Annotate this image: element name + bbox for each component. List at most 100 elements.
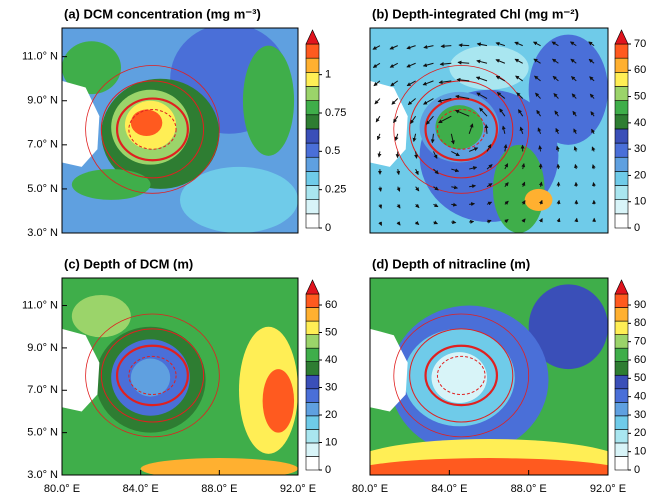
y-tick-label: 7.0° N bbox=[27, 139, 58, 151]
current-vector bbox=[496, 92, 506, 99]
current-vector bbox=[396, 204, 401, 209]
current-vector bbox=[504, 163, 509, 170]
field-patch bbox=[130, 109, 163, 137]
colorbar-bin bbox=[305, 293, 320, 308]
colorbar-bin bbox=[305, 320, 320, 335]
current-vector bbox=[553, 93, 559, 99]
eddy-contour bbox=[100, 328, 205, 423]
eddy-contour bbox=[128, 109, 177, 150]
colorbar-bin bbox=[614, 456, 629, 471]
current-vector bbox=[457, 60, 470, 65]
current-vector bbox=[538, 145, 543, 152]
y-tick-label: 9.0° N bbox=[27, 95, 58, 107]
current-vector bbox=[556, 199, 561, 205]
current-vector bbox=[556, 217, 561, 223]
current-vector bbox=[433, 203, 439, 208]
current-vector bbox=[590, 111, 595, 117]
colorbar-bin bbox=[305, 307, 320, 322]
current-vector bbox=[503, 143, 508, 152]
current-vector bbox=[393, 115, 399, 124]
colorbar-bin bbox=[614, 43, 629, 59]
colorbar-bin bbox=[614, 100, 629, 116]
current-vector bbox=[537, 127, 542, 134]
current-vector bbox=[414, 168, 419, 176]
current-vector bbox=[415, 203, 420, 209]
current-vector bbox=[535, 92, 541, 99]
panel-title: (c) Depth of DCM (m) bbox=[64, 256, 193, 271]
eddy-contour bbox=[115, 97, 189, 162]
current-vector bbox=[516, 92, 524, 99]
colorbar-bin bbox=[305, 156, 320, 172]
current-vector bbox=[412, 133, 417, 143]
land bbox=[62, 80, 100, 167]
current-vector bbox=[372, 62, 381, 68]
current-vector bbox=[569, 41, 577, 47]
y-tick-label: 7.0° N bbox=[27, 384, 58, 396]
current-vector bbox=[555, 127, 560, 135]
current-vector bbox=[458, 43, 470, 48]
current-vector bbox=[538, 218, 543, 223]
colorbar-bin bbox=[614, 374, 629, 390]
panel-title: (b) Depth-integrated Chl (mg m⁻²) bbox=[372, 6, 579, 21]
current-vector bbox=[476, 42, 488, 47]
current-vector bbox=[495, 75, 506, 82]
colorbar-bin bbox=[614, 142, 629, 158]
current-vector bbox=[514, 41, 523, 47]
colorbar-tick-label: 60 bbox=[634, 354, 646, 366]
current-vector bbox=[396, 186, 401, 192]
current-vector bbox=[422, 62, 434, 68]
colorbar-tick-label: 10 bbox=[325, 436, 337, 448]
field-patch bbox=[180, 166, 298, 233]
panel-title: (d) Depth of nitracline (m) bbox=[372, 256, 530, 271]
map-panel bbox=[62, 278, 298, 475]
x-tick-label: 80.0° E bbox=[44, 483, 80, 495]
colorbar-tick-label: 80 bbox=[634, 317, 646, 329]
current-vector bbox=[571, 93, 577, 99]
current-vector bbox=[389, 45, 398, 50]
colorbar-tick-label: 20 bbox=[634, 427, 646, 439]
current-vector bbox=[589, 76, 595, 82]
eddy-contour bbox=[85, 65, 220, 194]
current-vector bbox=[504, 182, 509, 188]
colorbar-bin bbox=[614, 293, 629, 308]
current-vector bbox=[570, 76, 577, 82]
current-vector bbox=[422, 80, 434, 86]
current-vector bbox=[455, 109, 470, 117]
current-vector bbox=[438, 80, 452, 85]
current-vector bbox=[414, 220, 420, 225]
current-vector bbox=[456, 77, 470, 82]
colorbar-extend bbox=[614, 29, 629, 45]
colorbar-tick-label: 90 bbox=[634, 299, 646, 311]
current-vector bbox=[390, 80, 399, 87]
colorbar-tick-label: 50 bbox=[325, 326, 337, 338]
field-patch bbox=[130, 358, 171, 397]
current-vector bbox=[406, 62, 416, 68]
current-vector bbox=[521, 181, 526, 187]
current-vector bbox=[504, 200, 509, 205]
current-vector bbox=[538, 199, 543, 205]
colorbar-bin bbox=[305, 100, 320, 116]
current-vector bbox=[538, 181, 543, 187]
current-vector bbox=[536, 109, 541, 117]
colorbar-tick-label: 50 bbox=[634, 90, 646, 102]
current-vector bbox=[425, 115, 434, 125]
current-vector bbox=[376, 133, 381, 141]
current-vector bbox=[551, 41, 559, 47]
field-patch bbox=[524, 188, 553, 211]
colorbar-bin bbox=[614, 199, 629, 215]
field-patch bbox=[431, 352, 488, 403]
field-patch bbox=[492, 144, 545, 233]
y-tick-label: 3.0° N bbox=[27, 227, 58, 239]
field-patch bbox=[449, 45, 529, 90]
current-vector bbox=[423, 98, 434, 105]
colorbar-bin bbox=[305, 72, 320, 87]
y-tick-label: 3.0° N bbox=[27, 469, 58, 481]
colorbar-extend bbox=[614, 279, 629, 295]
current-vector bbox=[574, 217, 579, 223]
field-patch bbox=[71, 169, 151, 200]
colorbar-bin bbox=[305, 429, 320, 444]
current-vector bbox=[521, 200, 526, 205]
x-tick-label: 84.0° E bbox=[431, 483, 467, 495]
colorbar-bin bbox=[614, 415, 629, 430]
colorbar-bin bbox=[305, 199, 320, 215]
